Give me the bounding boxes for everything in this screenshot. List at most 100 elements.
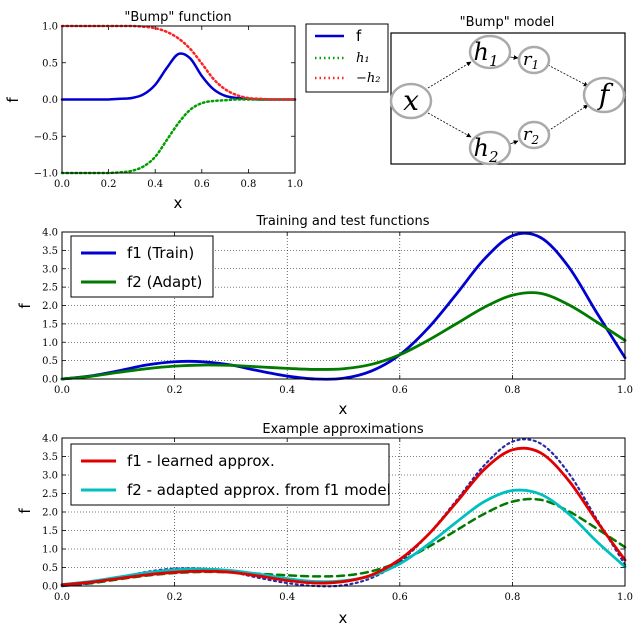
- edge-r2-f: [547, 104, 589, 132]
- x-tick-label: 0.4: [279, 385, 295, 396]
- x-tick-label: 0.2: [167, 385, 183, 396]
- series-line-1: [60, 291, 627, 381]
- chart-title: Training and test functions: [256, 214, 430, 229]
- series-line-2: [60, 24, 297, 101]
- node-r2: [517, 120, 551, 150]
- y-tick-label: 0.0: [42, 582, 58, 593]
- x-tick-label: 1.0: [617, 592, 633, 603]
- chart-title: Example approximations: [262, 422, 423, 437]
- node-h2: [468, 130, 512, 166]
- x-tick-label: 0.8: [240, 179, 256, 190]
- node-h1-label: h1: [473, 38, 498, 70]
- chart-title: "Bump" function: [124, 10, 231, 25]
- y-tick-label: −0.5: [34, 132, 58, 143]
- example-approximations-chart: Example approximations x f 0.0 0.2 0.4 0.6 0…: [16, 422, 633, 627]
- node-h1: [468, 34, 512, 70]
- tick-layer: 0.0 0.2 0.4 0.6 0.8 1.0 0.0 0.5 1.0 1.5 2.0 2.5 3.0 3…: [42, 228, 633, 397]
- x-tick-label: 1.0: [287, 179, 303, 190]
- edge-h2-r2: [509, 140, 519, 145]
- x-tick-label: 0.0: [54, 592, 70, 603]
- y-tick-label: 3.5: [42, 452, 58, 463]
- y-tick-label: 3.0: [42, 471, 58, 482]
- edge-r1-f: [547, 64, 589, 87]
- y-tick-label: 1.5: [42, 526, 58, 537]
- training-test-chart: Training and test functions x f 0.0 0.2 0.…: [16, 214, 633, 418]
- series-layer: [60, 24, 297, 175]
- x-tick-label: 0.6: [194, 179, 210, 190]
- x-tick-label: 0.4: [279, 592, 295, 603]
- y-tick-label: 2.0: [42, 508, 58, 519]
- series-line-3: [60, 497, 627, 588]
- plot-frame: [61, 231, 626, 380]
- legend-label-f2: f2 (Adapt): [127, 273, 202, 291]
- legend-box: [70, 443, 390, 506]
- node-r1-label: r1: [523, 49, 539, 72]
- edge-x-h2: [427, 112, 472, 138]
- legend-label-f2-adapted: f2 - adapted approx. from f1 model: [127, 481, 391, 499]
- legend-label-minus-h2: −h₂: [356, 71, 380, 86]
- y-tick-label: 4.0: [42, 434, 58, 445]
- y-tick-label: 1.0: [42, 22, 58, 33]
- x-tick-label: 0.8: [504, 592, 520, 603]
- y-tick-label: 1.5: [42, 319, 58, 330]
- bump-function-chart: "Bump" function x f 0.0 0.2 0.4 0.6 0.8 1.0 −1…: [4, 10, 303, 212]
- legend: f1 (Train) f2 (Adapt): [70, 235, 214, 298]
- y-tick-label: 2.5: [42, 283, 58, 294]
- node-x-label: x: [403, 84, 419, 117]
- legend-label-f1-learned: f1 - learned approx.: [127, 452, 275, 470]
- y-tick-label: 4.0: [42, 228, 58, 239]
- bump-legend: f h₁ −h₂: [305, 23, 389, 93]
- y-tick-label: 1.0: [42, 545, 58, 556]
- y-tick-label: 2.0: [42, 301, 58, 312]
- series-layer: [60, 438, 627, 588]
- x-tick-label: 0.2: [167, 592, 183, 603]
- series-layer: [60, 231, 627, 381]
- diagram-title: "Bump" model: [460, 15, 555, 30]
- node-r1: [517, 45, 551, 75]
- node-h2-label: h2: [473, 134, 498, 166]
- y-tick-label: 0.5: [42, 356, 58, 367]
- x-tick-label: 1.0: [617, 385, 633, 396]
- x-axis-label: x: [339, 609, 348, 627]
- series-line-1: [60, 98, 297, 175]
- y-tick-label: 2.5: [42, 489, 58, 500]
- x-tick-label: 0.8: [504, 385, 520, 396]
- x-tick-label: 0.0: [54, 385, 70, 396]
- bump-model-diagram: "Bump" model x h1 r1 h2 r2 f: [389, 15, 626, 166]
- x-tick-label: 0.6: [392, 592, 408, 603]
- x-tick-label: 0.6: [392, 385, 408, 396]
- y-axis-label: f: [4, 97, 22, 103]
- x-tick-label: 0.2: [101, 179, 117, 190]
- y-tick-label: 3.0: [42, 264, 58, 275]
- y-tick-label: 0.0: [42, 375, 58, 386]
- legend-label-f1: f1 (Train): [127, 244, 194, 262]
- tick-layer: 0.0 0.2 0.4 0.6 0.8 1.0 −1.0 −0.5 0.0 0.5 1.0: [34, 22, 303, 191]
- x-tick-label: 0.0: [54, 179, 70, 190]
- y-tick-label: 0.5: [42, 58, 58, 69]
- y-axis-label: f: [16, 508, 34, 514]
- series-line-0: [60, 446, 627, 587]
- x-axis-label: x: [339, 400, 348, 418]
- y-axis-label: f: [16, 303, 34, 309]
- plot-frame: [61, 437, 626, 587]
- legend-label-f: f: [356, 27, 362, 45]
- y-tick-label: 0.5: [42, 563, 58, 574]
- node-x: [389, 82, 433, 120]
- edge-h1-r1: [509, 55, 519, 60]
- y-tick-label: 0.0: [42, 95, 58, 106]
- legend: f1 - learned approx. f2 - adapted approx…: [70, 443, 391, 506]
- y-tick-label: 1.0: [42, 338, 58, 349]
- y-tick-label: −1.0: [34, 169, 58, 180]
- series-line-0: [60, 231, 627, 381]
- node-f: [582, 76, 626, 114]
- y-tick-label: 3.5: [42, 246, 58, 257]
- edge-x-h1: [427, 61, 472, 89]
- node-r2-label: r2: [523, 124, 539, 147]
- x-tick-label: 0.4: [147, 179, 163, 190]
- legend-box: [70, 235, 214, 298]
- plot-frame: [61, 25, 296, 174]
- x-axis-label: x: [174, 194, 183, 212]
- legend-label-h1: h₁: [356, 51, 370, 66]
- series-line-0: [60, 52, 297, 101]
